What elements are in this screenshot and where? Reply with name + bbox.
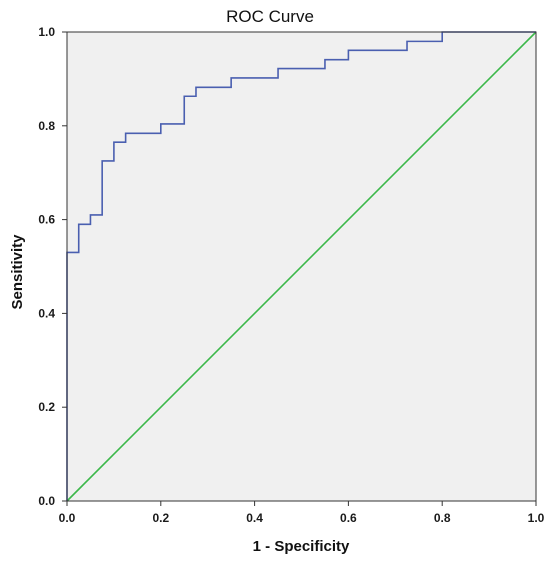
y-tick-label: 0.8 (38, 119, 55, 133)
x-tick-label: 0.6 (340, 511, 357, 525)
x-axis-title: 1 - Specificity (253, 538, 350, 555)
x-tick-label: 0.4 (246, 511, 263, 525)
x-tick-label: 0.0 (59, 511, 76, 525)
x-tick-label: 1.0 (528, 511, 545, 525)
roc-curve-line (66, 31, 536, 501)
x-tick-label: 0.8 (434, 511, 451, 525)
plot-frame (66, 31, 537, 502)
y-tick-label: 1.0 (38, 25, 55, 39)
chart-title: ROC Curve (226, 7, 314, 26)
y-axis-title: Sensitivity (9, 234, 26, 310)
y-tick-label: 0.2 (38, 400, 55, 414)
y-tick-label: 0.0 (38, 494, 55, 508)
x-tick-label: 0.2 (152, 511, 169, 525)
y-tick-label: 0.4 (38, 306, 55, 320)
reference-diagonal-line (66, 31, 537, 502)
y-tick-label: 0.6 (38, 213, 55, 227)
